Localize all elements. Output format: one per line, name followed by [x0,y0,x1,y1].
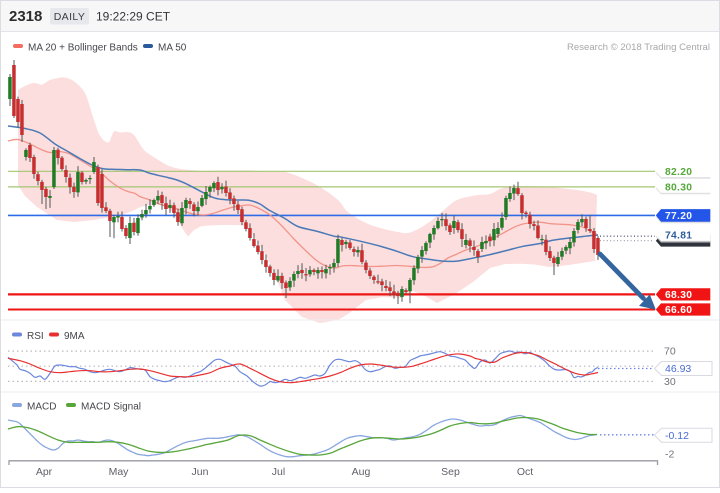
svg-text:Jul: Jul [272,466,285,478]
svg-text:66.60: 66.60 [665,305,692,316]
svg-text:77.20: 77.20 [665,211,692,222]
svg-text:Oct: Oct [517,466,533,478]
svg-text:MACD Signal: MACD Signal [81,402,141,413]
svg-text:9MA: 9MA [64,331,85,342]
svg-text:74.81: 74.81 [665,231,692,242]
svg-text:Apr: Apr [36,466,53,478]
svg-text:DAILY: DAILY [54,11,86,23]
svg-text:2318: 2318 [9,8,42,25]
svg-text:70: 70 [664,346,676,358]
svg-text:MA 20 + Bollinger Bands: MA 20 + Bollinger Bands [28,43,138,54]
svg-text:30: 30 [664,376,676,388]
svg-text:Research © 2018 Trading Centra: Research © 2018 Trading Central [567,42,710,53]
svg-text:46.93: 46.93 [665,363,691,375]
svg-text:19:22:29 CET: 19:22:29 CET [96,10,171,24]
svg-text:MA 50: MA 50 [158,43,187,54]
svg-text:-2: -2 [665,449,674,461]
svg-text:80.30: 80.30 [665,183,692,194]
svg-text:Jun: Jun [192,466,209,478]
svg-text:Aug: Aug [352,466,371,478]
svg-text:RSI: RSI [27,331,44,342]
svg-text:82.20: 82.20 [665,167,692,178]
svg-text:MACD: MACD [27,402,56,413]
svg-text:May: May [109,466,130,478]
svg-text:68.30: 68.30 [665,290,692,301]
svg-text:-0.12: -0.12 [665,430,689,442]
svg-text:Sep: Sep [441,466,460,478]
